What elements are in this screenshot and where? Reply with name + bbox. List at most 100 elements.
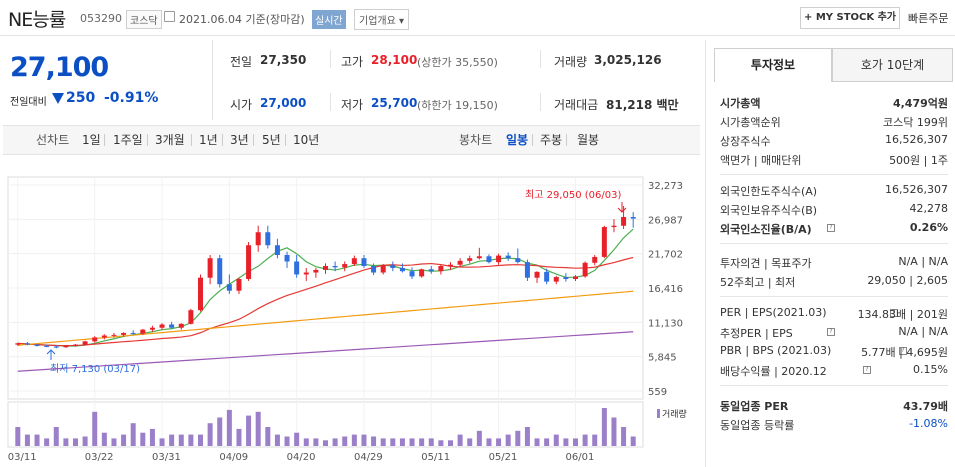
- stock-name: NE능률: [8, 9, 66, 31]
- company-overview-dropdown[interactable]: 기업개요 ▾: [354, 9, 409, 30]
- invest-row: 배당수익률 | 2020.12? 0.15%: [720, 363, 948, 381]
- candle: [159, 324, 165, 328]
- volume-bar: [611, 417, 617, 446]
- volume-bar: [592, 434, 598, 446]
- x-tick-label: 04/09: [219, 452, 248, 463]
- candle: [15, 343, 21, 345]
- volume-bar: [169, 434, 175, 446]
- volume-bar: [534, 438, 540, 446]
- x-tick-label: 03/22: [85, 452, 114, 463]
- add-mystock-button[interactable]: + MY STOCK 추가: [800, 7, 900, 29]
- price-chart[interactable]: 32,273 26,987 21,702 16,416 11,130 5,845 559 03…: [3, 155, 703, 467]
- tab-1year[interactable]: 1년: [199, 133, 218, 147]
- invest-row-label: 외국인한도주식수(A): [720, 185, 818, 198]
- current-price: 27,100: [10, 52, 109, 83]
- tab-weekly[interactable]: 주봉: [540, 133, 563, 147]
- candle: [121, 332, 127, 335]
- help-icon[interactable]: ?: [827, 224, 835, 232]
- divider: [330, 50, 331, 68]
- y-tick-label: 5,845: [648, 353, 677, 364]
- tab-3month[interactable]: 3개월: [155, 133, 185, 147]
- invest-row-label: 동일업종 PER: [720, 400, 789, 413]
- volume-bar: [159, 438, 165, 446]
- volume-bar: [178, 434, 184, 446]
- tab-1week[interactable]: 1주일: [113, 133, 143, 147]
- help-icon[interactable]: ?: [863, 366, 871, 374]
- invest-row-label: 동일업종 등락률: [720, 419, 795, 432]
- invest-row-value: N/A | N/A: [898, 255, 948, 268]
- tab-monthly[interactable]: 월봉: [577, 133, 600, 147]
- volume-bar: [313, 438, 319, 446]
- volume-bar: [73, 438, 78, 446]
- invest-info-panel: [705, 40, 955, 467]
- volume-bar: [573, 438, 578, 446]
- volume-bar: [323, 440, 328, 446]
- volume-bar: [217, 417, 223, 446]
- volume-bar: [255, 411, 261, 446]
- volume-bar: [419, 438, 425, 446]
- help-icon[interactable]: ?: [890, 309, 898, 317]
- candle: [284, 254, 290, 262]
- candle: [44, 345, 50, 347]
- invest-row: 52주최고 | 최저 29,050 | 2,605: [720, 274, 948, 292]
- volume-bar: [332, 438, 338, 446]
- candle: [274, 245, 280, 255]
- candle: [486, 256, 492, 263]
- invest-row: 투자의견 | 목표주가 N/A | N/A: [720, 255, 948, 273]
- prev-close-value: 27,350: [260, 53, 307, 67]
- volume-bar: [601, 408, 607, 446]
- upper-limit: (상한가 35,550): [417, 56, 498, 69]
- y-tick-label: 11,130: [648, 318, 683, 329]
- candle: [630, 216, 636, 219]
- volume-bar: [111, 438, 117, 446]
- help-icon[interactable]: ?: [827, 328, 835, 336]
- high-label: 고가: [341, 55, 364, 69]
- invest-row: 외국인보유주식수(B) 42,278: [720, 202, 948, 220]
- calendar-icon: [164, 11, 175, 22]
- tab-invest-info[interactable]: 투자정보: [714, 48, 832, 82]
- change-label: 전일대비: [10, 97, 47, 108]
- x-tick-label: 03/31: [152, 452, 181, 463]
- chart-tab-bar: [3, 125, 700, 155]
- amount-label: 거래대금: [554, 98, 599, 112]
- tab-5year[interactable]: 5년: [262, 133, 281, 147]
- volume-bar: [524, 427, 530, 446]
- candle: [601, 227, 607, 257]
- quick-order-button[interactable]: 빠른주문: [908, 12, 949, 25]
- help-icon[interactable]: ?: [899, 347, 907, 355]
- candle: [457, 260, 463, 265]
- invest-row-label: 추정PER | EPS: [720, 327, 793, 340]
- candle: [582, 262, 588, 277]
- volume-bar: [544, 438, 550, 446]
- candle: [534, 271, 540, 278]
- invest-row-value: 29,050 | 2,605: [867, 274, 948, 287]
- volume-bar: [265, 427, 271, 446]
- candle: [621, 216, 627, 226]
- divider: [540, 93, 541, 111]
- candle: [34, 344, 40, 346]
- candle: [438, 266, 444, 272]
- x-tick-label: 03/11: [8, 452, 37, 463]
- volume-bar: [399, 438, 405, 446]
- tab-10year[interactable]: 10년: [293, 133, 320, 147]
- tab-1day[interactable]: 1일: [82, 133, 101, 147]
- open-label: 시가: [230, 98, 253, 112]
- x-tick-label: 05/21: [489, 452, 518, 463]
- high-value: 28,100: [371, 53, 418, 67]
- volume-bar: [15, 427, 21, 446]
- candle: [198, 277, 203, 311]
- volume-bar: [476, 430, 482, 446]
- candle: [313, 269, 319, 273]
- candle: [467, 258, 473, 261]
- low-label: 저가: [341, 98, 364, 112]
- tab-daily[interactable]: 일봉: [506, 133, 529, 147]
- candle: [188, 310, 194, 324]
- low-arrow-icon: [46, 349, 56, 360]
- tab-3year[interactable]: 3년: [230, 133, 249, 147]
- candle: [226, 284, 232, 291]
- stock-header: [0, 0, 955, 36]
- invest-row: 상장주식수 16,526,307: [720, 133, 948, 151]
- invest-row-label: PER | EPS(2021.03): [720, 306, 827, 319]
- realtime-button[interactable]: 실시간: [312, 10, 346, 29]
- tab-hoga-10[interactable]: 호가 10단계: [832, 48, 953, 82]
